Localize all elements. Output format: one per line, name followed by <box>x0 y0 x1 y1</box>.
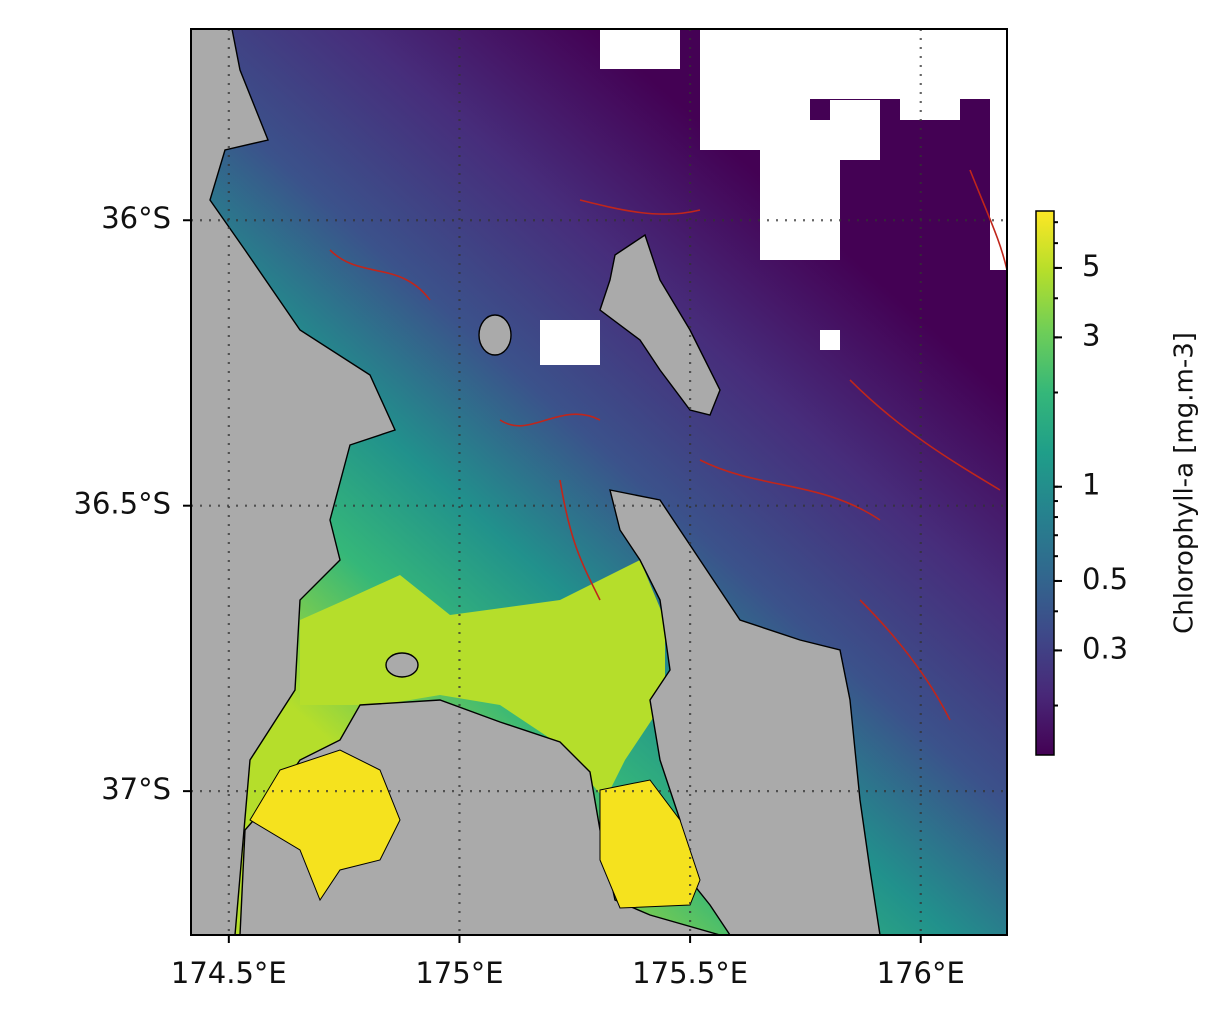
map-frame <box>190 28 1008 936</box>
firth-bloom <box>599 779 701 909</box>
y-tick-label: 36.5°S <box>74 487 171 521</box>
colorbar <box>1035 210 1055 756</box>
map-layers <box>191 29 1007 935</box>
colorbar-tick-label: 1 <box>1082 468 1100 502</box>
colorbar-label: Chlorophyll-a [mg.m-3] <box>1170 332 1200 634</box>
x-tick-label: 175.5°E <box>632 956 748 990</box>
island <box>478 314 512 356</box>
coromandel <box>609 489 881 935</box>
y-tick-label: 36°S <box>101 201 171 235</box>
colorbar-tick-label: 5 <box>1082 249 1100 283</box>
west-land <box>191 29 396 935</box>
x-tick-label: 174.5°E <box>171 956 287 990</box>
great-barrier-island <box>599 233 721 416</box>
x-tick-label: 175°E <box>415 956 503 990</box>
colorbar-tick-label: 0.5 <box>1082 562 1128 596</box>
fronts <box>329 169 1007 721</box>
colorbar-tick-label: 3 <box>1082 318 1100 352</box>
grid <box>191 29 1007 935</box>
harbour-bloom <box>249 749 401 902</box>
y-tick-label: 37°S <box>101 772 171 806</box>
island <box>385 652 419 678</box>
x-tick-label: 176°E <box>877 956 965 990</box>
gulf-bloom <box>300 560 665 800</box>
colorbar-tick-label: 0.3 <box>1082 631 1128 665</box>
cloud-mask <box>540 29 1007 365</box>
